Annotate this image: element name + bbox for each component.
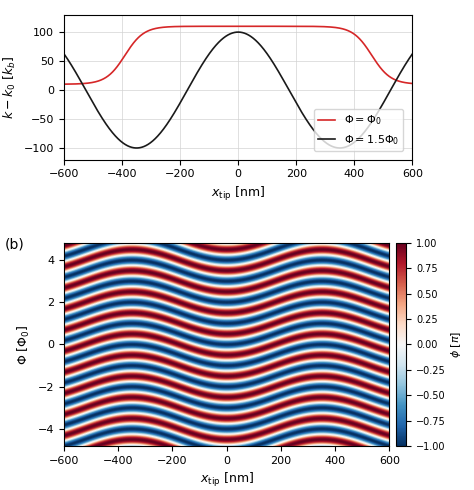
Y-axis label: $\phi$ [$\pi$]: $\phi$ [$\pi$] (449, 331, 463, 358)
Legend: $\Phi = \Phi_0$, $\Phi = 1.5\Phi_0$: $\Phi = \Phi_0$, $\Phi = 1.5\Phi_0$ (314, 109, 403, 151)
X-axis label: $x_{\mathrm{tip}}$ [nm]: $x_{\mathrm{tip}}$ [nm] (200, 471, 254, 489)
Text: (b): (b) (5, 238, 25, 252)
X-axis label: $x_{\mathrm{tip}}$ [nm]: $x_{\mathrm{tip}}$ [nm] (211, 185, 265, 203)
Y-axis label: $\Phi$ [$\Phi_0$]: $\Phi$ [$\Phi_0$] (16, 324, 32, 365)
Y-axis label: $k - k_0$ [$k_b$]: $k - k_0$ [$k_b$] (2, 55, 18, 119)
